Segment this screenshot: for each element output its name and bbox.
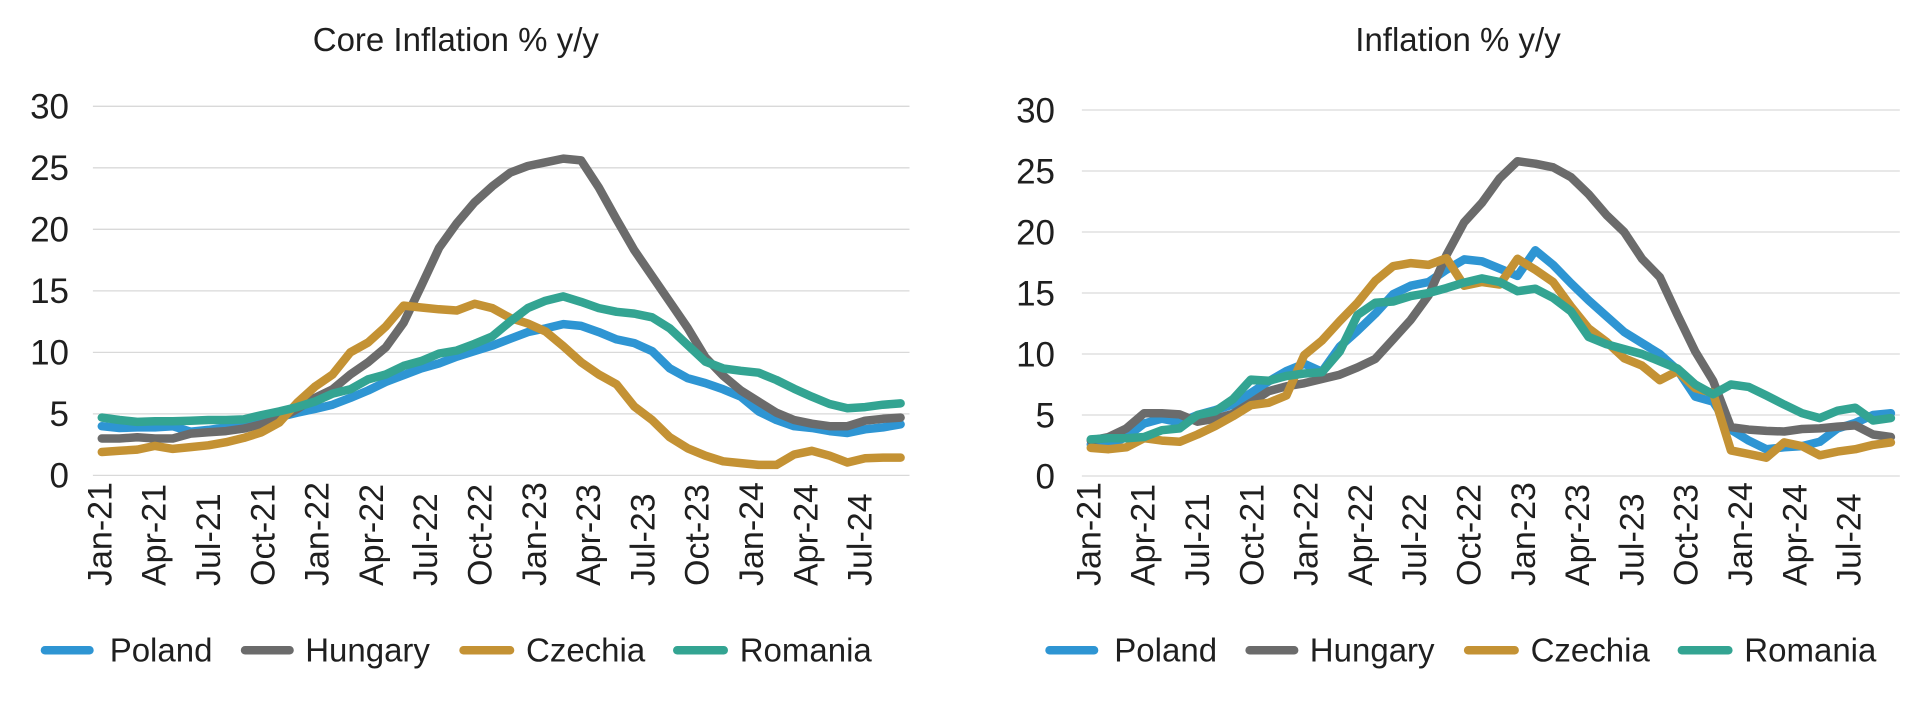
svg-text:Jul-21: Jul-21 (190, 493, 228, 586)
svg-text:Jan-23: Jan-23 (1505, 482, 1543, 586)
svg-text:Apr-24: Apr-24 (1776, 484, 1814, 586)
svg-text:Jan-24: Jan-24 (1722, 482, 1760, 586)
svg-text:Oct-23: Oct-23 (1668, 484, 1706, 586)
svg-text:Jan-21: Jan-21 (1070, 482, 1108, 586)
svg-text:Core Inflation % y/y: Core Inflation % y/y (313, 21, 600, 58)
svg-text:Apr-22: Apr-22 (353, 484, 391, 586)
svg-text:25: 25 (1016, 152, 1055, 191)
svg-text:Oct-22: Oct-22 (1451, 484, 1489, 586)
svg-text:Jul-24: Jul-24 (1831, 493, 1869, 586)
svg-text:Jul-22: Jul-22 (407, 493, 445, 586)
svg-text:Apr-22: Apr-22 (1342, 484, 1380, 586)
svg-text:Jan-22: Jan-22 (1288, 482, 1326, 586)
svg-text:Apr-24: Apr-24 (787, 484, 825, 586)
svg-text:Apr-21: Apr-21 (1125, 484, 1163, 586)
svg-text:Oct-21: Oct-21 (1233, 484, 1271, 586)
svg-text:Oct-21: Oct-21 (244, 484, 282, 586)
svg-text:Oct-23: Oct-23 (679, 484, 717, 586)
svg-text:Jan-24: Jan-24 (733, 482, 771, 586)
svg-text:5: 5 (50, 395, 69, 434)
svg-text:0: 0 (1036, 457, 1055, 496)
svg-text:10: 10 (1016, 335, 1055, 374)
svg-text:Romania: Romania (1744, 632, 1877, 669)
svg-text:0: 0 (50, 457, 69, 496)
svg-text:Jul-21: Jul-21 (1179, 493, 1217, 586)
svg-text:30: 30 (30, 88, 69, 127)
svg-text:Czechia: Czechia (1531, 632, 1651, 669)
svg-text:Poland: Poland (1114, 632, 1217, 669)
svg-text:Oct-22: Oct-22 (462, 484, 500, 586)
svg-text:Jan-22: Jan-22 (299, 482, 337, 586)
svg-text:15: 15 (1016, 274, 1055, 313)
svg-text:Jul-22: Jul-22 (1396, 493, 1434, 586)
svg-text:Jan-23: Jan-23 (516, 482, 554, 586)
svg-text:Jul-24: Jul-24 (842, 493, 880, 586)
svg-text:Inflation % y/y: Inflation % y/y (1355, 21, 1561, 58)
svg-text:5: 5 (1036, 396, 1055, 435)
svg-text:Poland: Poland (110, 632, 213, 669)
svg-text:Apr-23: Apr-23 (570, 484, 608, 586)
svg-text:Jul-23: Jul-23 (1613, 493, 1651, 586)
svg-text:20: 20 (1016, 213, 1055, 252)
svg-text:30: 30 (1016, 91, 1055, 130)
svg-text:Czechia: Czechia (526, 632, 646, 669)
svg-text:Jul-23: Jul-23 (624, 493, 662, 586)
svg-text:Hungary: Hungary (1310, 632, 1435, 669)
svg-text:Jan-21: Jan-21 (81, 482, 119, 586)
svg-text:15: 15 (30, 272, 69, 311)
svg-text:Apr-23: Apr-23 (1559, 484, 1597, 586)
svg-text:Apr-21: Apr-21 (136, 484, 174, 586)
svg-text:Romania: Romania (740, 632, 873, 669)
svg-text:10: 10 (30, 334, 69, 373)
svg-text:Hungary: Hungary (305, 632, 430, 669)
svg-text:25: 25 (30, 149, 69, 188)
svg-text:20: 20 (30, 211, 69, 250)
